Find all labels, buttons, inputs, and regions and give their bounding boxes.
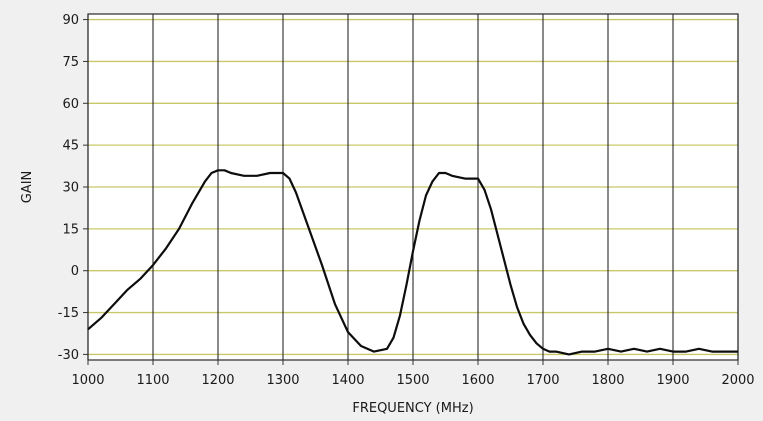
y-tick-label: 45	[62, 139, 79, 154]
x-tick-label: 2000	[721, 373, 754, 388]
x-tick-label: 1100	[136, 373, 169, 388]
x-axis-title: FREQUENCY (MHz)	[352, 401, 473, 416]
x-axis-ticks: 1000 1100 1200 1300 1400 1500 1600 1700 1800 1900…	[71, 360, 755, 388]
y-tick-label: -15	[58, 306, 79, 321]
y-tick-label: 30	[62, 181, 79, 196]
y-tick-label: 15	[62, 222, 79, 237]
x-tick-label: 1900	[656, 373, 689, 388]
x-tick-label: 1300	[266, 373, 299, 388]
x-tick-label: 1700	[526, 373, 559, 388]
x-tick-label: 1400	[331, 373, 364, 388]
x-tick-label: 1800	[591, 373, 624, 388]
x-tick-label: 1200	[201, 373, 234, 388]
x-tick-label: 1500	[396, 373, 429, 388]
gain-series-line	[87, 169, 738, 356]
y-axis-title: GAIN	[20, 171, 35, 204]
y-tick-label: 60	[62, 97, 79, 112]
y-tick-label: -30	[58, 348, 79, 363]
y-tick-label: 75	[62, 55, 79, 70]
y-tick-label: 90	[62, 13, 79, 28]
x-tick-label: 1600	[461, 373, 494, 388]
x-tick-label: 1000	[71, 373, 104, 388]
y-tick-label: 0	[71, 264, 79, 279]
y-axis-ticks: -30 -15 0 15 30 45 60 75 90	[58, 13, 88, 363]
